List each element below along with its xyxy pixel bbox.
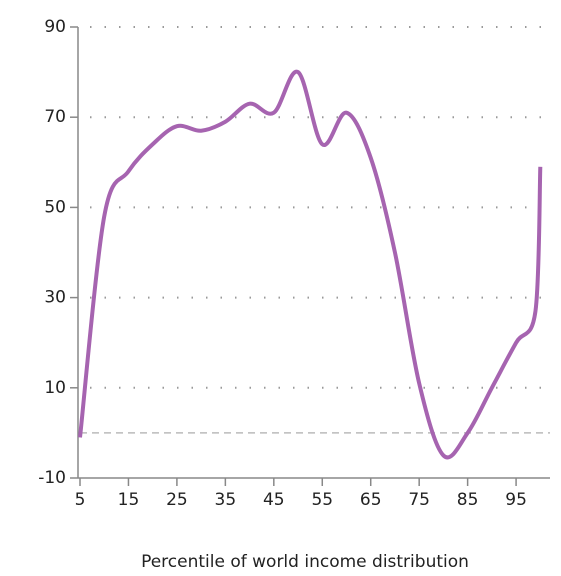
line xyxy=(78,70,543,460)
x-tick-label: 25 xyxy=(166,490,188,510)
y-tick-label: 30 xyxy=(44,288,66,308)
y-tick-label: 50 xyxy=(44,197,66,217)
y-tick-label: 10 xyxy=(44,378,66,398)
x-tick-label: 35 xyxy=(215,490,237,510)
x-tick-label: 5 xyxy=(75,490,86,510)
x-axis-label: Percentile of world income distribution xyxy=(141,552,469,572)
x-tick-label: 75 xyxy=(408,490,430,510)
y-tick-label: 90 xyxy=(44,17,66,37)
x-tick-label: 65 xyxy=(360,490,382,510)
x-tick-label: 85 xyxy=(457,490,479,510)
y-tick-label: -10 xyxy=(38,468,66,488)
x-tick-label: 15 xyxy=(118,490,140,510)
x-tick-label: 45 xyxy=(263,490,285,510)
x-tick-label: 95 xyxy=(505,490,527,510)
x-tick-label: 55 xyxy=(311,490,333,510)
y-tick-label: 70 xyxy=(44,107,66,127)
